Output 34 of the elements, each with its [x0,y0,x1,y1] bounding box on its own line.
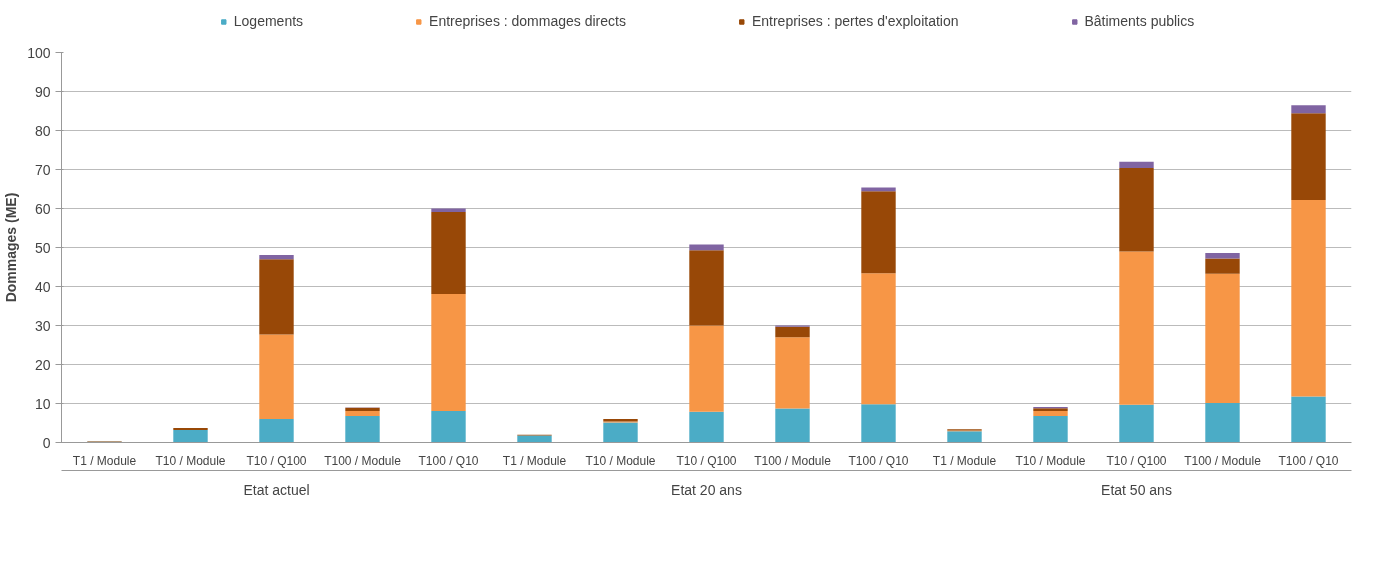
y-tick-label: 40 [34,278,51,295]
y-tick-label: 20 [34,356,51,373]
legend-label: Entreprises : pertes d'exploitation [751,13,959,29]
legend-label: Entreprises : dommages directs [429,13,626,29]
x-tick-label: T10 / Module [1015,453,1086,468]
y-tick-label: 70 [34,161,51,178]
x-tick-label: T10 / Q100 [246,453,307,468]
x-tick-label: T100 / Q10 [1278,453,1339,468]
y-tick-label: 100 [27,44,51,61]
y-tick-label: 10 [34,395,51,412]
y-tick-label: 90 [34,83,51,100]
y-tick-label: 0 [42,434,51,451]
x-tick-label: T1 / Module [932,453,997,468]
x-tick-label: T10 / Module [155,453,226,468]
y-tick-label: 80 [34,122,51,139]
x-tick-label: T10 / Q100 [1106,453,1167,468]
y-tick-label: 30 [34,317,51,334]
x-tick-label: T1 / Module [72,453,137,468]
text: Etat 50 ans [1101,481,1172,498]
x-tick-label: T1 / Module [502,453,567,468]
legend-label: Logements [233,13,304,29]
x-tick-label: T100 / Module [1184,453,1262,468]
x-tick-label: T100 / Q10 [848,453,909,468]
text: Etat 20 ans [671,481,742,498]
text: Etat actuel [243,481,310,498]
x-tick-label: T10 / Module [585,453,656,468]
x-tick-label: T100 / Module [754,453,832,468]
y-tick-label: 60 [34,200,51,217]
y-tick-label: 50 [34,239,51,256]
x-tick-label: T100 / Q10 [418,453,479,468]
y-axis-title: Dommages (ME) [3,192,20,303]
x-tick-label: T10 / Q100 [676,453,737,468]
x-tick-label: T100 / Module [324,453,402,468]
legend-label: Bâtiments publics [1084,13,1195,29]
